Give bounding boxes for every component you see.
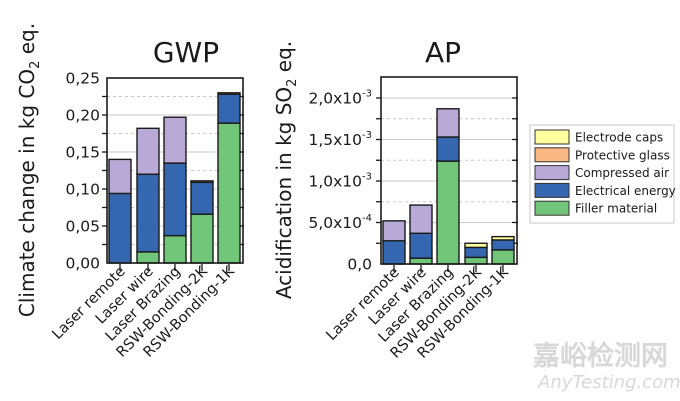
bar-segment-electrode-caps: [491, 235, 515, 241]
gwp-chart: GWP Climate change in kg CO2 eq. 0,00 0,05 0…: [15, 23, 244, 361]
bar-segment-electrical-energy: [163, 162, 187, 237]
y-tick-label: 0,10: [65, 181, 100, 199]
bar-segment-compressed-air: [436, 108, 460, 138]
bar-segment-electrode-caps: [190, 180, 214, 184]
y-axis-label: Climate change in kg CO2 eq.: [15, 23, 43, 317]
bar-segment-filler-material: [491, 249, 515, 265]
y-tick-label: 1,0x10-3: [308, 172, 372, 191]
y-tick-label: 2,0x10-3: [308, 89, 372, 108]
legend: Electrode caps Protective glass Compressed…: [529, 124, 676, 224]
watermark: 嘉峪检测网 AnyTesting.com: [533, 340, 680, 393]
bar-segment-compressed-air: [409, 204, 433, 234]
y-tick-label: 0,25: [65, 70, 100, 88]
y-tick-label: 5,0x10-4: [308, 213, 372, 232]
y-tick-label: 0,05: [65, 218, 100, 236]
legend-swatch: [534, 165, 570, 181]
legend-label: Compressed air: [575, 166, 669, 180]
bar-segment-electrical-energy: [190, 181, 214, 215]
bar-segment-electrical-energy: [382, 240, 406, 265]
bar-segment-electrode-caps: [217, 92, 241, 95]
bar-segment-filler-material: [190, 213, 214, 264]
bar-segment-electrical-energy: [217, 93, 241, 124]
legend-swatch: [534, 200, 570, 216]
legend-label: Protective glass: [575, 148, 670, 162]
y-tick-label: 1,5x10-3: [308, 130, 372, 149]
bar-segment-electrical-energy: [136, 173, 160, 253]
ap-chart: AP Acidification in kg SO2 eq. 0,0 5,0x10-4…: [272, 36, 518, 362]
plot-frame: [106, 77, 244, 264]
bar-segment-compressed-air: [163, 116, 187, 164]
legend-label: Filler material: [575, 202, 657, 216]
bar-segment-filler-material: [136, 251, 160, 264]
bar-segment-filler-material: [464, 256, 488, 265]
bar-segment-filler-material: [409, 257, 433, 265]
bar-segment-electrical-energy: [436, 136, 460, 162]
bar-segment-electrical-energy: [464, 246, 488, 259]
y-axis-label: Acidification in kg SO2 eq.: [272, 41, 300, 299]
plot-frame: [380, 76, 518, 265]
watermark-cn: 嘉峪检测网: [533, 340, 668, 372]
bar-segment-filler-material: [217, 122, 241, 264]
watermark-en: AnyTesting.com: [537, 372, 680, 393]
bar-segment-filler-material: [436, 160, 460, 265]
bar-segment-electrical-energy: [108, 192, 132, 264]
y-tick-label: 0,00: [65, 255, 100, 273]
y-tick-label: 0,15: [65, 144, 100, 162]
bar-segment-compressed-air: [382, 220, 406, 242]
bar-segment-electrical-energy: [491, 239, 515, 251]
bar-segment-electrical-energy: [409, 232, 433, 259]
legend-swatch: [534, 129, 570, 145]
bar-segment-compressed-air: [136, 127, 160, 175]
chart-title: GWP: [153, 36, 219, 69]
bar-segment-electrode-caps: [464, 242, 488, 249]
legend-label: Electrode caps: [575, 131, 663, 145]
legend-swatch: [534, 182, 570, 198]
chart-title: AP: [425, 36, 461, 69]
bar-segment-compressed-air: [108, 158, 132, 195]
legend-swatch: [534, 147, 570, 163]
legend-label: Electrical energy: [575, 184, 676, 198]
bar-segment-filler-material: [163, 234, 187, 264]
y-tick-label: 0,20: [65, 107, 100, 125]
y-tick-label: 0,0: [347, 256, 372, 274]
